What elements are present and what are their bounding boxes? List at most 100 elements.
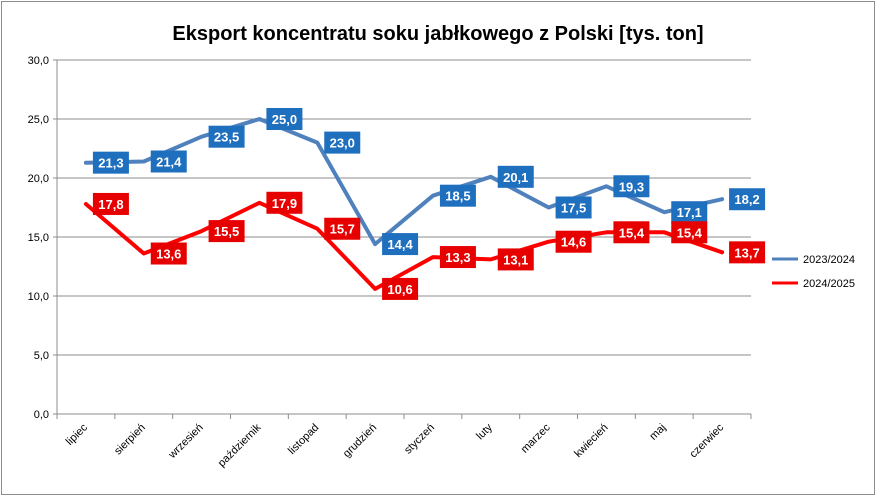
data-label-box	[324, 217, 361, 240]
y-tick-label: 0,0	[34, 409, 49, 421]
data-label-box	[555, 196, 592, 219]
data-label: 21,3	[92, 151, 129, 174]
data-label: 21,4	[150, 150, 187, 173]
chart-title: Eksport koncentratu soku jabłkowego z Po…	[172, 23, 703, 45]
data-label-text: 23,0	[330, 136, 355, 151]
grid	[57, 59, 751, 356]
data-label-box	[613, 175, 650, 198]
data-label-box	[439, 184, 476, 207]
data-label: 20,1	[497, 165, 534, 188]
y-tick-label: 5,0	[34, 350, 49, 362]
data-label: 14,6	[555, 230, 592, 253]
data-label-text: 25,0	[272, 112, 297, 127]
data-label-text: 13,6	[156, 247, 181, 262]
data-label: 15,4	[671, 221, 708, 244]
y-tick-label: 30,0	[28, 55, 49, 67]
data-label: 13,7	[729, 241, 766, 264]
data-label: 13,3	[439, 246, 476, 269]
data-label: 17,8	[92, 192, 129, 215]
data-label: 23,5	[208, 125, 245, 148]
data-label-text: 17,8	[98, 197, 123, 212]
data-label-box	[150, 150, 187, 173]
x-tick-label: listopad	[286, 422, 321, 457]
x-tick-label: lipiec	[64, 421, 91, 448]
data-label: 23,0	[324, 131, 361, 154]
data-label-text: 14,6	[561, 235, 586, 250]
data-label-box	[92, 151, 129, 174]
data-label-text: 15,4	[619, 225, 645, 240]
x-tick-label: maj	[647, 422, 668, 443]
data-label-text: 14,4	[387, 237, 413, 252]
legend-entry: 2023/2024	[803, 254, 855, 266]
data-label-text: 21,4	[156, 154, 182, 169]
data-label-box	[382, 233, 419, 256]
x-tick-label: czerwiec	[687, 421, 726, 460]
data-label-text: 13,3	[445, 250, 470, 265]
data-label-box	[613, 221, 650, 244]
x-axis-ticks: lipiec sierpień wrzesień październik listopa…	[56, 414, 752, 469]
data-label-box	[266, 108, 303, 130]
data-label-text: 15,7	[330, 222, 355, 237]
x-tick-label: marzec	[519, 421, 553, 455]
data-label: 15,5	[208, 220, 245, 243]
data-label-box	[497, 165, 534, 188]
data-label-box	[497, 248, 534, 271]
data-label-box	[729, 241, 766, 264]
data-label-text: 18,2	[734, 192, 759, 207]
data-label-text: 17,1	[677, 205, 702, 220]
data-label-box	[208, 125, 245, 148]
x-tick-label: wrzesień	[166, 422, 206, 462]
data-label-box	[266, 191, 303, 214]
data-label-text: 20,1	[503, 170, 528, 185]
data-label-text: 13,7	[734, 245, 759, 260]
data-label-text: 10,6	[387, 282, 412, 297]
data-label: 13,1	[497, 248, 534, 271]
data-label: 17,1	[671, 201, 708, 224]
data-label-box	[92, 192, 129, 215]
data-label: 17,9	[266, 191, 303, 214]
x-tick-label: styczeń	[402, 422, 437, 457]
legend-entry: 2024/2025	[803, 278, 855, 290]
data-label-box	[671, 201, 708, 224]
x-tick-label: październik	[216, 421, 264, 469]
data-label: 18,2	[729, 188, 766, 211]
data-label-text: 19,3	[619, 179, 644, 194]
data-label-box	[671, 221, 708, 244]
data-label: 13,6	[150, 242, 187, 265]
data-label-text: 15,5	[214, 224, 239, 239]
data-label-box	[382, 277, 419, 300]
data-label: 25,0	[266, 108, 303, 130]
x-tick-label: kwiecień	[572, 422, 610, 460]
x-tick-label: grudzień	[341, 422, 379, 460]
data-label-text: 18,5	[445, 189, 470, 204]
legend: 2023/2024 2024/2025	[772, 254, 855, 290]
data-label-text: 17,9	[272, 196, 297, 211]
data-label-box	[208, 220, 245, 243]
data-label: 15,4	[613, 221, 650, 244]
data-label: 10,6	[382, 277, 419, 300]
y-tick-label: 10,0	[28, 291, 49, 303]
y-tick-label: 25,0	[28, 114, 49, 126]
y-axis-ticks: 0,0 5,0 10,0 15,0 20,0 25,0 30,0	[28, 55, 57, 421]
data-label-box	[729, 188, 766, 211]
x-tick-label: luty	[474, 421, 495, 442]
data-label-text: 23,5	[214, 130, 239, 145]
data-label-text: 13,1	[503, 252, 528, 267]
data-labels: 21,3 21,4 23,5 25,0 23,0 14,4 18,5 20,1 17,5 19,3…	[92, 108, 766, 300]
data-label: 19,3	[613, 175, 650, 198]
data-label-box	[150, 242, 187, 265]
data-label: 14,4	[382, 233, 419, 256]
y-tick-label: 20,0	[28, 173, 49, 185]
y-tick-label: 15,0	[28, 232, 49, 244]
x-tick-label: sierpień	[112, 422, 148, 458]
data-label-text: 21,3	[98, 156, 123, 171]
data-label-box	[324, 131, 361, 154]
data-label-text: 15,4	[677, 225, 703, 240]
data-label: 17,5	[555, 196, 592, 219]
data-label-box	[555, 230, 592, 253]
data-label-box	[439, 246, 476, 269]
data-label: 15,7	[324, 217, 361, 240]
data-label-text: 17,5	[561, 201, 586, 216]
